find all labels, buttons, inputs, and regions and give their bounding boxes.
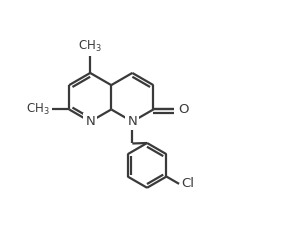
Text: O: O <box>178 103 188 116</box>
Text: CH$_3$: CH$_3$ <box>26 102 50 117</box>
Text: Cl: Cl <box>181 177 194 190</box>
Text: N: N <box>85 115 95 128</box>
Text: CH$_3$: CH$_3$ <box>78 39 102 54</box>
Text: N: N <box>128 115 137 128</box>
